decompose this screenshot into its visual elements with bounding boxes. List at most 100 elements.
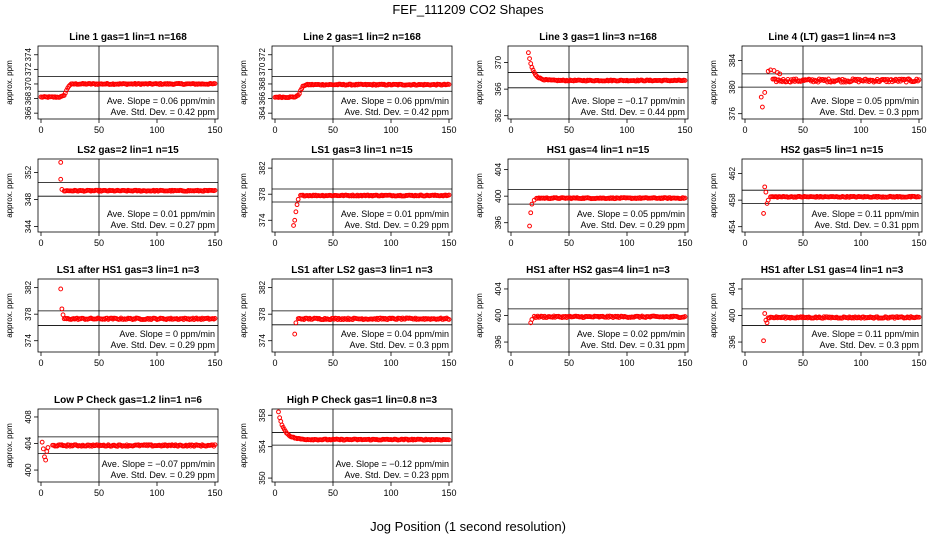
data-point: [212, 187, 218, 193]
x-tick-label: 0: [508, 238, 513, 248]
y-tick-label: 348: [24, 192, 33, 206]
x-tick-label: 0: [742, 358, 747, 368]
data-point: [292, 331, 298, 337]
y-tick-label: 380: [728, 80, 737, 94]
y-tick-label: 374: [24, 48, 33, 62]
y-tick-label: 362: [494, 108, 503, 122]
data-points: [272, 81, 452, 101]
data-point: [826, 76, 831, 82]
slope-annotation: Ave. Slope = 0.01 ppm/min: [107, 209, 215, 219]
y-tick-label: 396: [728, 335, 737, 349]
y-tick-label: 352: [24, 165, 33, 179]
data-point: [212, 315, 218, 321]
x-tick-label: 100: [149, 488, 164, 498]
data-points: [276, 409, 452, 443]
plot-frame: [271, 158, 453, 233]
y-tick-label: 354: [258, 439, 267, 453]
slope-annotation: Ave. Slope = 0.06 ppm/min: [107, 96, 215, 106]
x-tick-label: 150: [207, 238, 222, 248]
data-point: [838, 79, 844, 85]
x-tick-label: 100: [149, 238, 164, 248]
x-tick-label: 0: [38, 358, 43, 368]
data-points: [527, 195, 688, 229]
data-point: [882, 76, 888, 82]
y-axis-label: approx. ppm: [709, 293, 718, 338]
page-title: FEF_111209 CO2 Shapes: [392, 2, 544, 17]
y-tick-label: 404: [24, 436, 33, 450]
data-point: [295, 197, 301, 202]
data-point: [916, 314, 922, 320]
x-tick-label: 100: [619, 358, 634, 368]
panel-title: Line 3 gas=1 lin=3 n=168: [539, 32, 657, 43]
data-points: [758, 67, 922, 110]
data-point: [59, 187, 65, 192]
data-point: [762, 90, 768, 95]
panel-title: Line 2 gas=1 lin=2 n=168: [303, 32, 421, 43]
data-point: [446, 437, 452, 443]
y-tick-label: 366: [494, 82, 503, 96]
data-point: [60, 312, 66, 318]
x-tick-label: 50: [94, 125, 104, 135]
page-x-axis-label: Jog Position (1 second resolution): [370, 519, 566, 534]
data-point: [528, 210, 534, 216]
y-tick-label: 384: [728, 53, 737, 67]
y-tick-label: 376: [728, 106, 737, 120]
data-point: [528, 61, 534, 66]
x-tick-label: 0: [742, 238, 747, 248]
panel-title: Low P Check gas=1.2 lin=1 n=6: [54, 395, 202, 406]
data-point: [45, 445, 51, 450]
data-points: [39, 439, 218, 463]
data-point: [299, 86, 305, 92]
x-tick-label: 150: [207, 488, 222, 498]
x-tick-label: 50: [564, 125, 574, 135]
data-point: [44, 449, 50, 454]
x-tick-label: 50: [328, 358, 338, 368]
plot-frame: [271, 45, 453, 120]
data-point: [40, 446, 46, 452]
x-tick-label: 100: [383, 358, 398, 368]
x-tick-label: 150: [207, 125, 222, 135]
x-tick-label: 50: [564, 358, 574, 368]
stddev-annotation: Ave. Std. Dev. = 0.27 ppm: [111, 220, 215, 230]
data-point: [446, 82, 452, 87]
panel-7: HS1 gas=4 lin=1 n=15 0 50 100 150 396 400 404 ap…: [475, 145, 693, 248]
x-tick-label: 150: [207, 358, 222, 368]
slope-annotation: Ave. Slope = 0.11 ppm/min: [812, 209, 919, 219]
plot-frame: [741, 158, 923, 233]
data-point: [840, 76, 845, 82]
panel-8: HS2 gas=5 lin=1 n=15 0 50 100 150 454 458 462 ap…: [709, 145, 927, 248]
panel-title: HS1 gas=4 lin=1 n=15: [547, 145, 650, 156]
y-tick-label: 404: [494, 282, 503, 296]
x-tick-label: 100: [149, 358, 164, 368]
data-point: [915, 78, 921, 84]
slope-annotation: Ave. Slope = 0.11 ppm/min: [812, 329, 919, 339]
data-point: [293, 320, 299, 326]
x-tick-label: 50: [328, 125, 338, 135]
y-tick-label: 368: [258, 77, 267, 91]
y-axis-label: approx. ppm: [239, 423, 248, 468]
x-tick-label: 0: [508, 125, 513, 135]
panel-4: Line 4 (LT) gas=1 lin=4 n=3 0 50 100 150 376 3…: [709, 32, 927, 135]
plot-frame: [37, 45, 219, 120]
y-tick-label: 370: [494, 55, 503, 69]
x-tick-label: 50: [94, 488, 104, 498]
data-point: [531, 197, 537, 203]
stddev-annotation: Ave. Std. Dev. = 0.29 ppm: [111, 470, 215, 480]
data-point: [446, 317, 452, 322]
y-axis-label: approx. ppm: [5, 423, 14, 468]
data-points: [292, 315, 452, 337]
stddev-annotation: Ave. Std. Dev. = 0.3 ppm: [820, 340, 919, 350]
data-point: [212, 442, 218, 448]
x-tick-label: 50: [798, 358, 808, 368]
stddev-annotation: Ave. Std. Dev. = 0.29 ppm: [111, 340, 215, 350]
x-tick-label: 50: [564, 238, 574, 248]
data-point: [758, 94, 764, 100]
stddev-annotation: Ave. Std. Dev. = 0.42 ppm: [345, 107, 449, 117]
panel-title: Line 1 gas=1 lin=1 n=168: [69, 32, 187, 43]
x-tick-label: 150: [441, 125, 456, 135]
stddev-annotation: Ave. Std. Dev. = 0.23 ppm: [345, 470, 449, 480]
x-tick-label: 150: [911, 358, 926, 368]
plot-frame: [37, 158, 219, 233]
